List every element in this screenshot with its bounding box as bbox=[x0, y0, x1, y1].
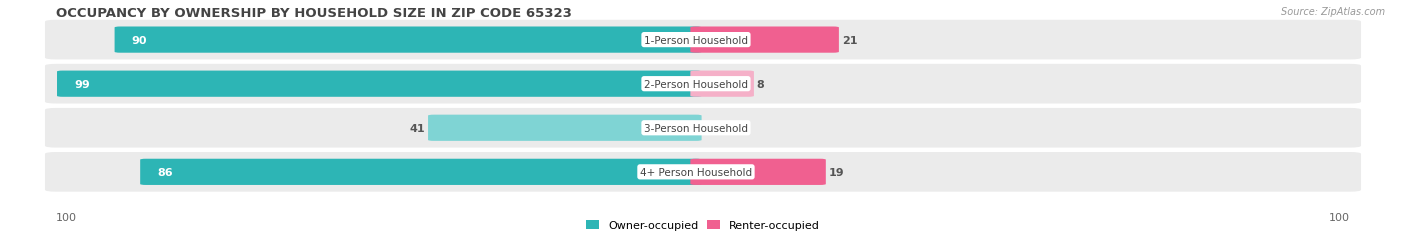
Text: 90: 90 bbox=[131, 35, 148, 46]
Text: 0: 0 bbox=[704, 123, 711, 133]
Text: 100: 100 bbox=[1329, 212, 1350, 222]
Text: 2-Person Household: 2-Person Household bbox=[644, 79, 748, 89]
Text: 3-Person Household: 3-Person Household bbox=[644, 123, 748, 133]
Text: 99: 99 bbox=[75, 79, 90, 89]
Text: 8: 8 bbox=[756, 79, 765, 89]
Legend: Owner-occupied, Renter-occupied: Owner-occupied, Renter-occupied bbox=[586, 220, 820, 230]
Text: 19: 19 bbox=[828, 167, 844, 177]
Text: 4+ Person Household: 4+ Person Household bbox=[640, 167, 752, 177]
Text: 1-Person Household: 1-Person Household bbox=[644, 35, 748, 46]
Text: OCCUPANCY BY OWNERSHIP BY HOUSEHOLD SIZE IN ZIP CODE 65323: OCCUPANCY BY OWNERSHIP BY HOUSEHOLD SIZE… bbox=[56, 7, 572, 20]
Text: 21: 21 bbox=[842, 35, 858, 46]
Text: 41: 41 bbox=[409, 123, 425, 133]
Text: 100: 100 bbox=[56, 212, 77, 222]
Text: Source: ZipAtlas.com: Source: ZipAtlas.com bbox=[1281, 7, 1385, 17]
Text: 86: 86 bbox=[157, 167, 173, 177]
